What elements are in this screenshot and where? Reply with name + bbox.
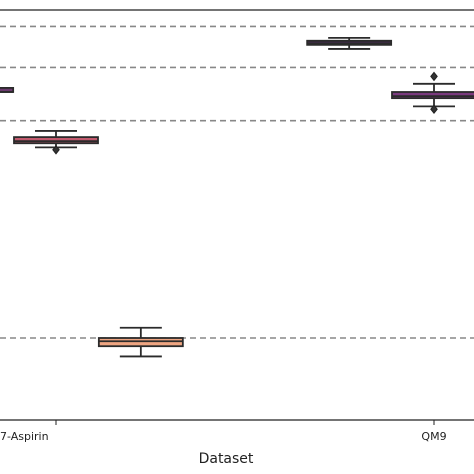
plot-frame (0, 9, 474, 421)
box-body (391, 91, 474, 100)
flier-point (52, 145, 60, 155)
x-tick-label: QM9 (421, 430, 446, 443)
x-axis-title: Dataset (199, 451, 254, 467)
reference-lines (0, 25, 474, 339)
box-group (13, 130, 99, 155)
box-series (0, 36, 474, 358)
box-group (97, 326, 184, 358)
box-group (0, 87, 15, 93)
x-tick-label: 7-Aspirin (0, 430, 49, 443)
box-body (13, 136, 99, 145)
box-body (0, 87, 15, 93)
box-group (306, 36, 393, 50)
flier-point (430, 71, 438, 82)
box-group (391, 71, 474, 115)
x-axis-ticks: 7-Aspirin QM9 (0, 420, 447, 443)
flier-point (430, 104, 438, 115)
